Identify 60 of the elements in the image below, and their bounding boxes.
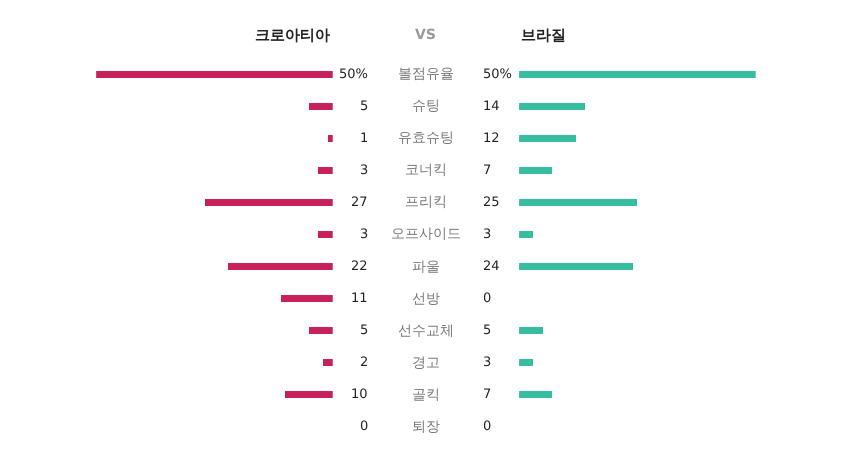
category-label: 선방 — [412, 291, 440, 307]
bar — [285, 391, 333, 398]
bar — [519, 263, 634, 270]
category-label: 슈팅 — [412, 98, 440, 114]
data-label: 27 — [351, 195, 368, 210]
bar — [309, 103, 333, 110]
data-label: 24 — [483, 259, 500, 274]
bar — [205, 199, 333, 206]
bar — [519, 327, 544, 334]
bar — [519, 71, 756, 78]
category-label: 프리킥 — [405, 194, 447, 210]
bar — [519, 359, 534, 366]
data-label: 11 — [351, 291, 368, 306]
data-label: 7 — [483, 387, 492, 402]
category-label: 경고 — [412, 355, 440, 371]
bar — [228, 263, 333, 270]
bar — [519, 231, 534, 238]
text: VS — [415, 27, 436, 43]
data-label: 12 — [483, 131, 500, 146]
bar — [519, 391, 552, 398]
data-label: 10 — [351, 387, 368, 402]
data-label: 5 — [483, 323, 492, 338]
bar — [318, 231, 333, 238]
data-label: 0 — [360, 419, 368, 434]
bar — [323, 359, 333, 366]
data-label: 3 — [483, 355, 492, 370]
data-label: 3 — [360, 227, 368, 242]
data-label: 0 — [483, 291, 492, 306]
bar — [318, 167, 333, 174]
data-label: 14 — [483, 99, 500, 114]
category-label: 선수교체 — [398, 323, 454, 339]
bar — [328, 135, 333, 142]
series-label: 크로아티아 — [255, 26, 330, 44]
category-label: 골킥 — [412, 387, 440, 403]
series-label: 브라질 — [521, 26, 566, 44]
category-label: 퇴장 — [412, 419, 440, 435]
data-label: 1 — [360, 131, 368, 146]
data-label: 5 — [360, 323, 368, 338]
data-label: 50% — [339, 67, 368, 82]
data-label: 2 — [360, 355, 368, 370]
bar — [309, 327, 333, 334]
data-label: 3 — [483, 227, 492, 242]
category-label: 코너킥 — [405, 162, 447, 178]
category-label: 오프사이드 — [391, 226, 461, 242]
data-label: 25 — [483, 195, 500, 210]
data-label: 5 — [360, 99, 368, 114]
bar — [96, 71, 333, 78]
category-label: 유효슈팅 — [398, 130, 454, 146]
bar — [519, 135, 576, 142]
data-label: 50% — [483, 67, 512, 82]
bar — [519, 199, 638, 206]
data-label: 7 — [483, 163, 492, 178]
data-label: 22 — [351, 259, 368, 274]
bar — [519, 167, 552, 174]
category-label: 파울 — [412, 259, 440, 275]
category-label: 볼점유율 — [398, 66, 454, 82]
bar — [281, 295, 333, 302]
data-label: 3 — [360, 163, 368, 178]
data-label: 0 — [483, 419, 492, 434]
bar — [519, 103, 586, 110]
